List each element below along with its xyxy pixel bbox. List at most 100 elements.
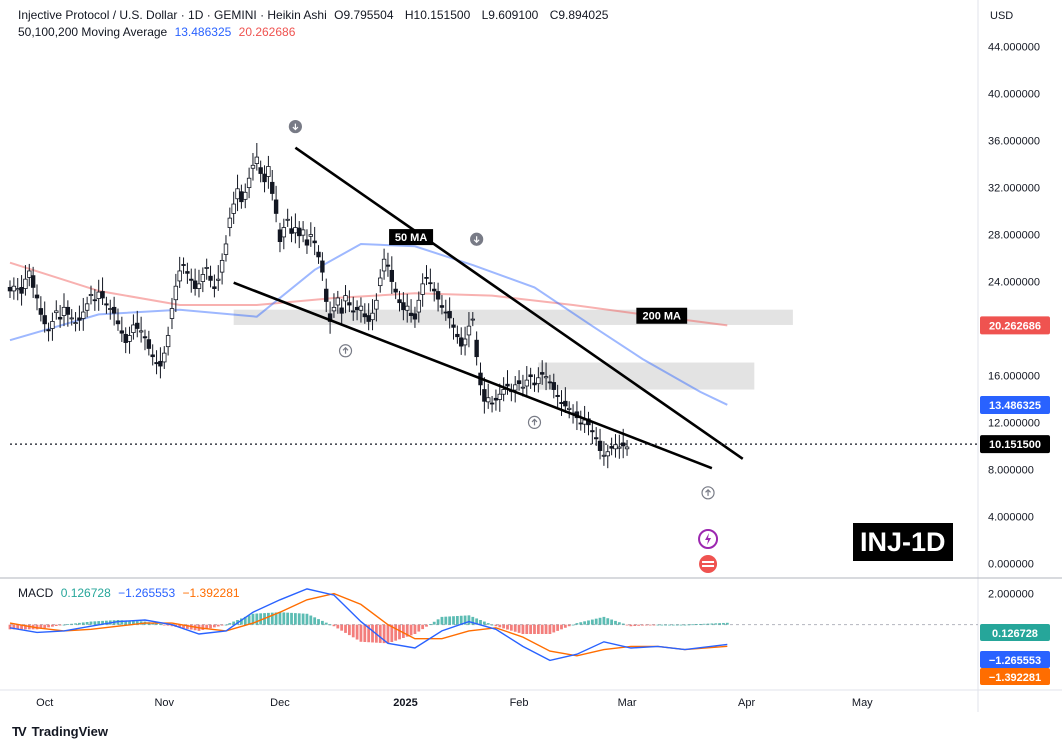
candle-body: [624, 446, 630, 450]
macd-histogram-bar: [517, 624, 521, 633]
price-tick-label: 4.000000: [988, 511, 1034, 523]
macd-histogram-bar: [448, 616, 452, 625]
macd-axis-badge: [980, 624, 1050, 641]
macd-histogram-bar: [587, 620, 590, 625]
macd-histogram-bar: [378, 624, 382, 643]
currency-label[interactable]: USD: [990, 10, 1014, 22]
macd-histogram-bar: [351, 624, 355, 638]
candle-body: [354, 306, 360, 311]
price-tick-label: 8.000000: [988, 464, 1034, 476]
candle-body: [316, 251, 321, 258]
macd-histogram-bar: [656, 624, 660, 626]
candle-body: [362, 313, 368, 318]
macd-histogram-bar: [455, 616, 459, 625]
macd-histogram-bar: [722, 622, 725, 625]
macd-histogram-bar: [363, 624, 367, 642]
macd-histogram-bar: [695, 624, 698, 625]
candle-body: [150, 354, 155, 358]
macd-histogram-bar: [556, 624, 560, 631]
macd-histogram-bar: [178, 624, 182, 628]
macd-histogram-bar: [436, 619, 440, 625]
macd-histogram-bar: [602, 616, 606, 625]
macd-histogram-bar: [683, 624, 687, 626]
candle-body: [408, 312, 414, 316]
candle-body: [405, 305, 410, 311]
tradingview-brand: TradingView: [31, 724, 108, 739]
macd-histogram-bar: [633, 624, 637, 626]
macd-histogram-bar: [544, 624, 548, 634]
macd-histogram-bar: [629, 624, 633, 627]
macd-histogram-bar: [725, 622, 729, 625]
macd-histogram-bar: [583, 621, 587, 625]
macd-histogram-bar: [224, 624, 228, 626]
macd-histogram-bar: [432, 621, 436, 625]
candle-body: [474, 339, 479, 358]
candle-body: [435, 291, 441, 300]
tradingview-logo[interactable]: TV TradingView: [12, 724, 108, 739]
candle-body: [239, 191, 244, 203]
candle-body: [401, 302, 406, 311]
candle-body: [138, 330, 144, 333]
macd-histogram-bar: [521, 624, 525, 634]
macd-histogram-bar: [513, 624, 517, 632]
macd-axis-badge-label: 0.126728: [992, 628, 1038, 640]
candle-body: [54, 310, 59, 314]
candle-body: [165, 335, 171, 348]
support-zone: [538, 362, 755, 390]
time-tick-label: Mar: [618, 697, 637, 709]
symbol-title[interactable]: Injective Protocol / U.S. Dollar · 1D · …: [18, 8, 327, 22]
candle-body: [597, 440, 603, 451]
macd-histogram-bar: [305, 613, 309, 625]
candle-body: [385, 264, 391, 267]
macd-histogram-bar: [417, 624, 421, 632]
macd-histogram-bar: [39, 624, 43, 629]
macd-histogram-bar: [548, 624, 552, 634]
ohlc-h: H10.151500: [404, 8, 471, 22]
macd-histogram-bar: [58, 624, 62, 626]
macd-histogram-bar: [575, 623, 579, 625]
ma-legend-label[interactable]: 50,100,200 Moving Average: [18, 25, 168, 39]
macd-tick-label: 2.000000: [988, 589, 1034, 601]
macd-histogram-bar: [560, 624, 563, 630]
candle-body: [277, 229, 283, 243]
candle-body: [50, 321, 55, 329]
macd-histogram-bar: [270, 612, 274, 625]
macd-histogram-bar: [606, 618, 610, 625]
macd-histogram-bar: [70, 623, 74, 625]
candle-body: [412, 313, 418, 320]
macd-histogram-bar: [278, 612, 282, 625]
candle-body: [374, 299, 379, 310]
candle-body: [324, 288, 329, 302]
price-tick-label: 36.000000: [988, 136, 1040, 148]
candle-body: [497, 393, 502, 400]
macd-histogram-bar: [590, 619, 594, 625]
candle-body: [381, 258, 387, 272]
candle-body: [65, 306, 71, 315]
macd-histogram-bar: [413, 624, 417, 634]
candle-body: [489, 402, 495, 405]
candle-body: [536, 377, 541, 385]
macd-histogram-bar: [509, 624, 513, 631]
macd-histogram-bar: [459, 615, 463, 625]
candle-body: [227, 217, 233, 228]
candle-body: [104, 303, 109, 306]
candle-body: [119, 330, 125, 334]
candle-body: [532, 382, 537, 386]
macd-histogram-bar: [563, 624, 567, 628]
candle-body: [42, 315, 47, 325]
candle-body: [88, 294, 94, 297]
candle-body: [347, 302, 352, 306]
macd-histogram-bar: [409, 624, 413, 636]
macd-histogram-bar: [317, 619, 320, 625]
candle-body: [231, 203, 236, 214]
candle-body: [451, 324, 456, 328]
candle-body: [393, 288, 398, 293]
candle-body: [30, 275, 36, 288]
ma200-legend-value: 20.262686: [238, 25, 296, 39]
candle-body: [590, 430, 595, 433]
candle-body: [331, 306, 337, 312]
macd-histogram-bar: [371, 624, 374, 643]
candle-body: [243, 191, 248, 200]
macd-legend-label[interactable]: MACD: [18, 586, 54, 600]
candle-body: [443, 311, 448, 314]
